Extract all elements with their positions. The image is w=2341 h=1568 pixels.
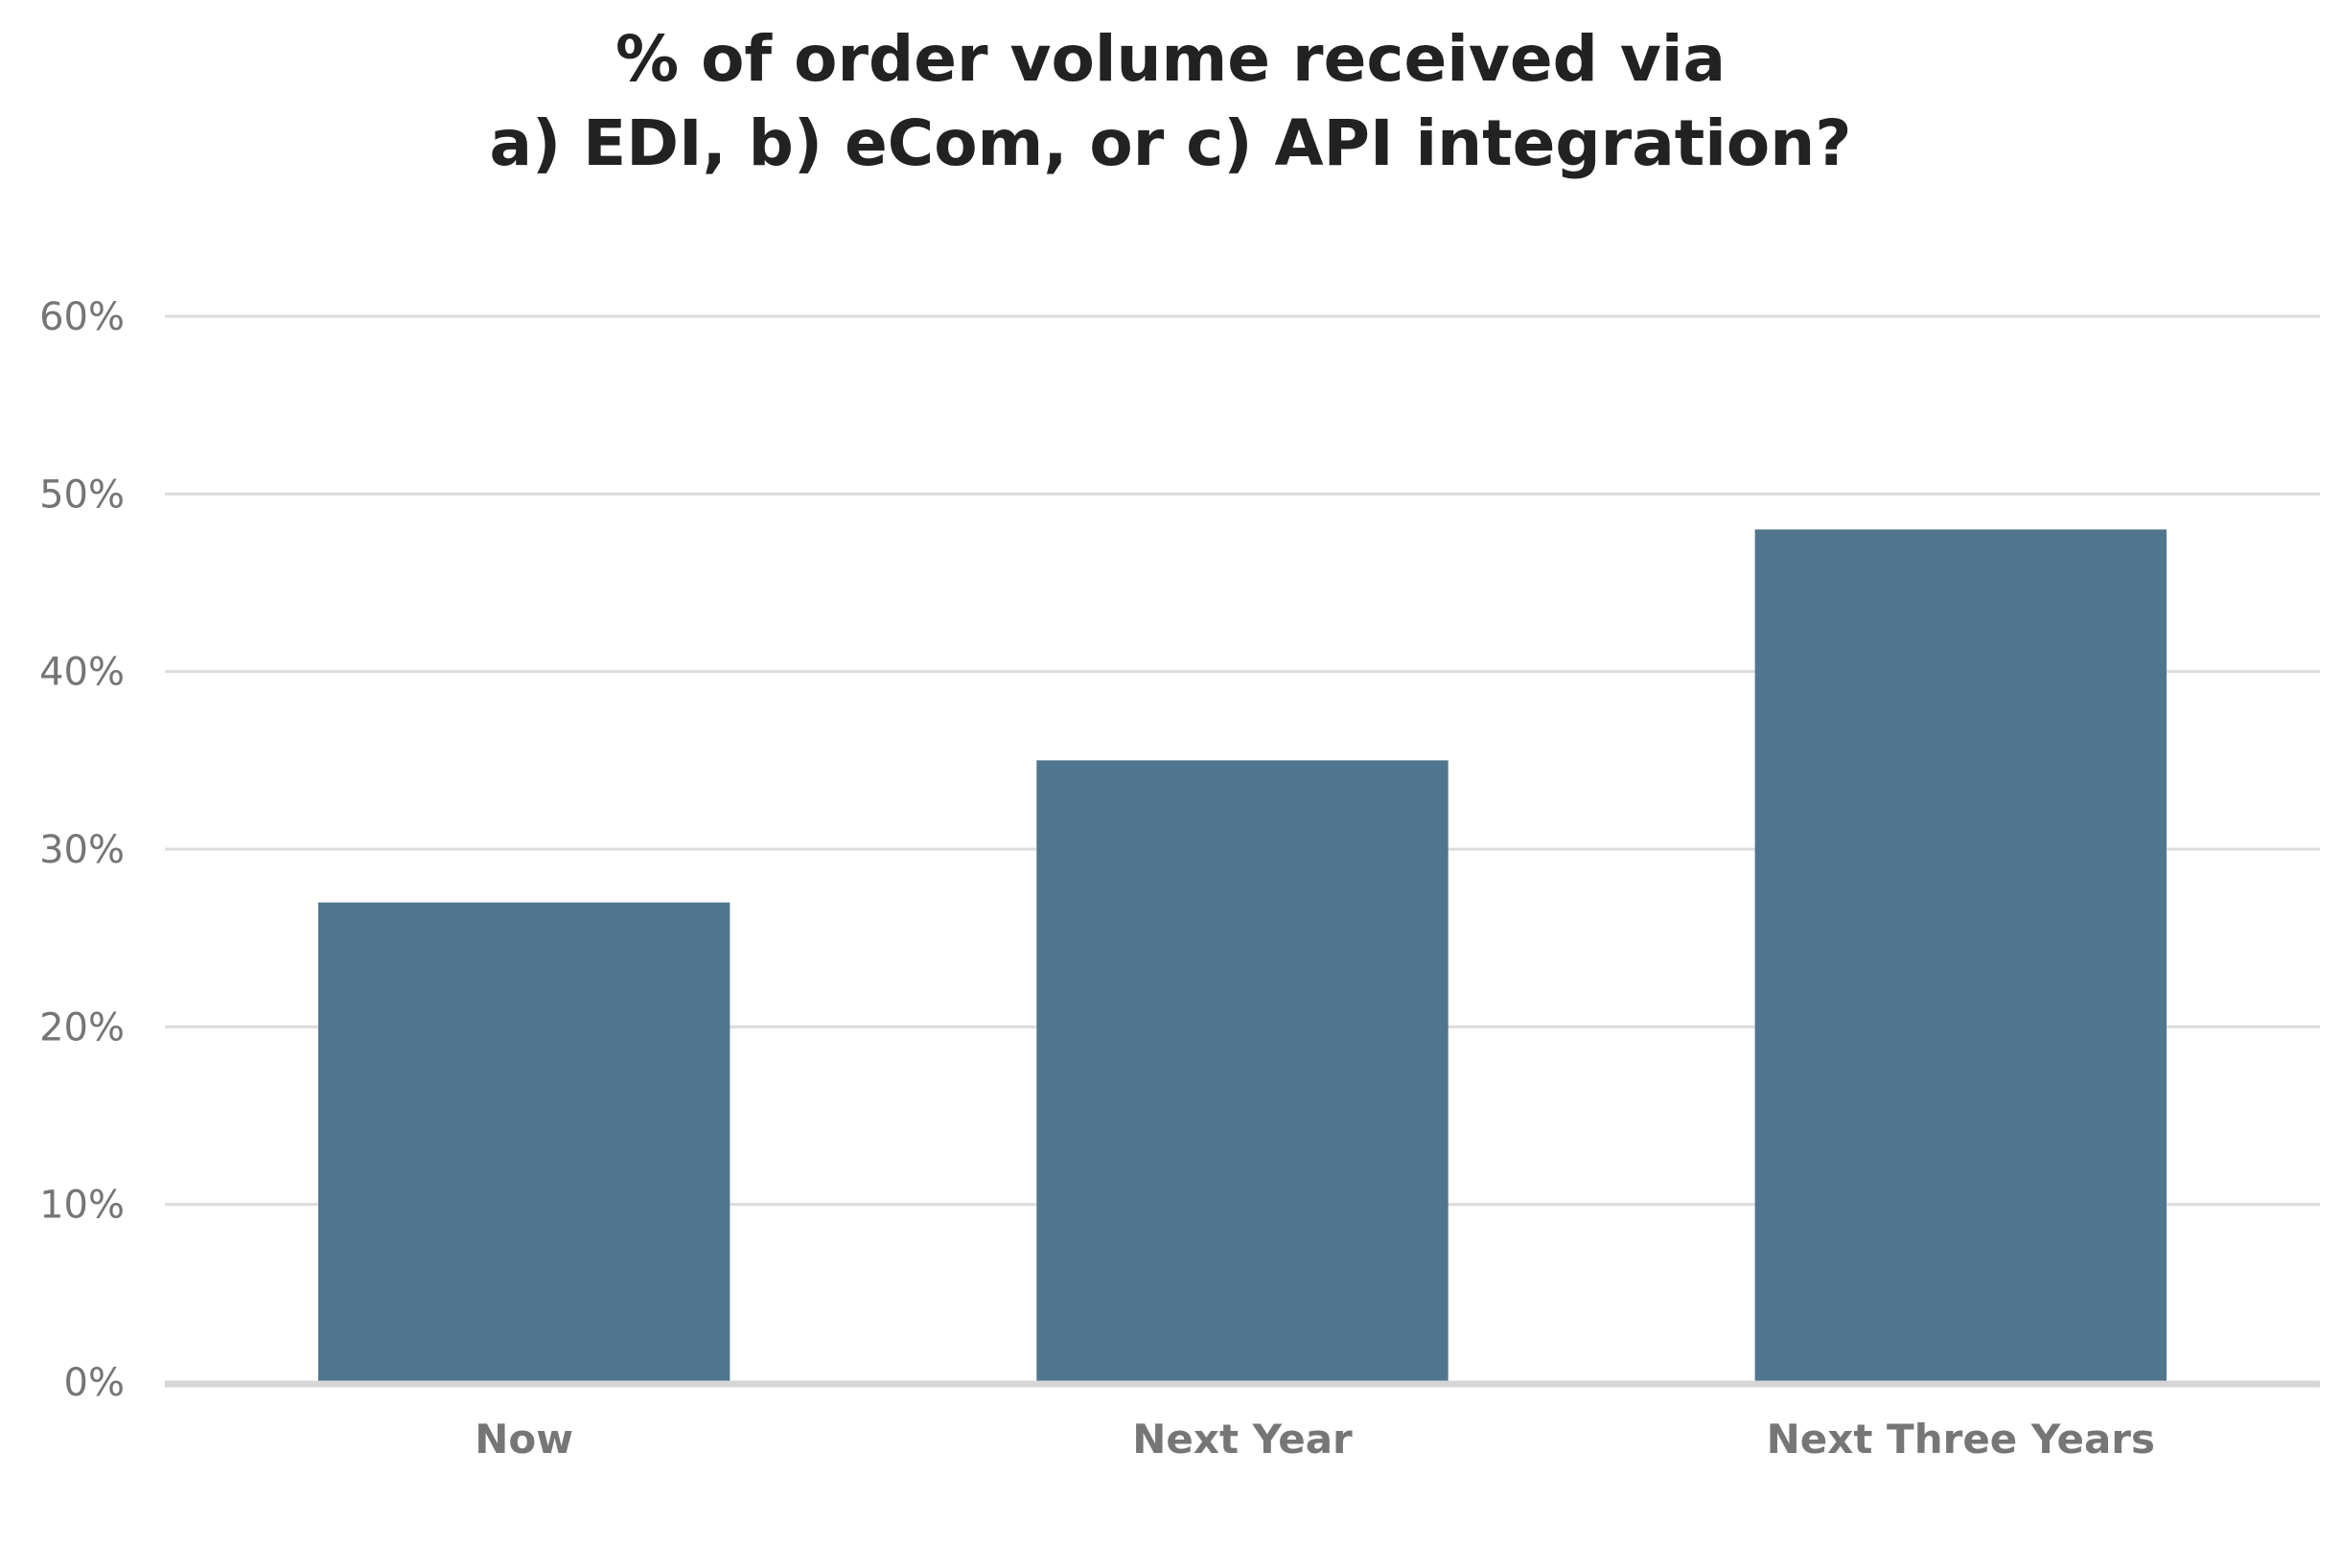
y-axis-tick-labels: 0% 10% 20% 30% 40% 50% 60% bbox=[39, 295, 125, 1405]
y-tick-label: 10% bbox=[39, 1184, 125, 1228]
bar bbox=[317, 902, 730, 1382]
chart-title: % of order volume received via a) EDI, b… bbox=[0, 17, 2341, 186]
y-tick-label: 50% bbox=[39, 473, 125, 517]
x-category-label: Next Year bbox=[1132, 1416, 1353, 1463]
y-tick-label: 60% bbox=[39, 295, 125, 339]
y-tick-label: 20% bbox=[39, 1005, 125, 1049]
x-axis-category-labels: Now Next Year Next Three Years bbox=[475, 1416, 2155, 1463]
y-tick-label: 40% bbox=[39, 651, 125, 695]
bars bbox=[317, 529, 2167, 1382]
x-category-label: Now bbox=[475, 1416, 573, 1463]
chart-title-line-2: a) EDI, b) eCom, or c) API integration? bbox=[489, 106, 1852, 180]
y-tick-label: 0% bbox=[64, 1361, 125, 1405]
chart-title-line-1: % of order volume received via bbox=[614, 22, 1727, 96]
bar bbox=[1754, 529, 2167, 1382]
bar bbox=[1036, 760, 1449, 1382]
x-category-label: Next Three Years bbox=[1767, 1416, 2155, 1463]
y-tick-label: 30% bbox=[39, 828, 125, 872]
